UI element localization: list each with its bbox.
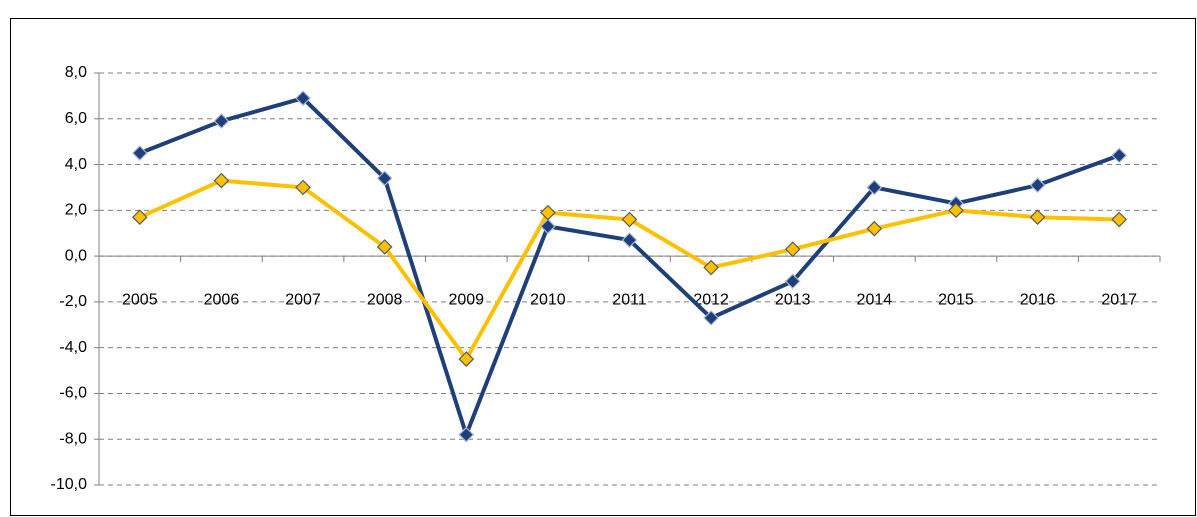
x-tick-label: 2017	[1101, 291, 1137, 308]
data-marker	[376, 170, 393, 187]
data-marker	[213, 113, 230, 129]
data-marker	[1111, 211, 1128, 228]
data-marker	[458, 426, 475, 443]
y-tick-label: 4,0	[65, 156, 87, 173]
data-marker	[376, 239, 393, 255]
data-marker	[866, 220, 883, 237]
x-tick-label: 2016	[1020, 291, 1056, 308]
data-marker	[866, 179, 883, 196]
y-tick-label: 0,0	[65, 247, 87, 264]
x-tick-label: 2014	[857, 291, 893, 308]
y-tick-label: 2,0	[65, 202, 87, 219]
y-tick-label: -10,0	[51, 476, 88, 493]
x-tick-label: 2009	[448, 291, 484, 308]
data-marker	[540, 204, 556, 221]
data-marker	[295, 90, 311, 107]
data-marker	[948, 202, 964, 219]
data-marker	[540, 218, 556, 235]
y-tick-label: -4,0	[59, 339, 87, 356]
data-marker	[703, 259, 719, 276]
data-marker	[784, 273, 801, 290]
data-marker	[458, 351, 475, 367]
y-tick-label: -6,0	[59, 385, 87, 402]
data-marker	[703, 310, 719, 326]
data-marker	[131, 209, 148, 226]
x-tick-label: 2008	[367, 291, 403, 308]
y-tick-label: -2,0	[59, 293, 87, 310]
data-marker	[1029, 209, 1046, 226]
data-marker	[213, 172, 230, 189]
x-tick-label: 2011	[612, 291, 647, 308]
data-marker	[131, 145, 148, 161]
data-marker	[621, 211, 638, 228]
data-marker	[295, 179, 311, 196]
x-tick-label: 2010	[530, 291, 566, 308]
data-marker	[784, 241, 801, 258]
x-tick-label: 2013	[775, 291, 811, 308]
data-marker	[1111, 147, 1128, 164]
x-tick-label: 2015	[938, 291, 974, 308]
x-tick-label: 2012	[693, 291, 729, 308]
data-marker	[621, 232, 638, 248]
y-tick-label: 8,0	[65, 64, 87, 81]
y-tick-label: -8,0	[59, 430, 87, 447]
x-tick-label: 2007	[285, 291, 321, 308]
data-marker	[1029, 177, 1046, 194]
x-tick-label: 2006	[204, 291, 240, 308]
x-tick-label: 2005	[122, 291, 158, 308]
y-tick-label: 6,0	[65, 110, 87, 127]
chart-frame	[10, 18, 1196, 516]
